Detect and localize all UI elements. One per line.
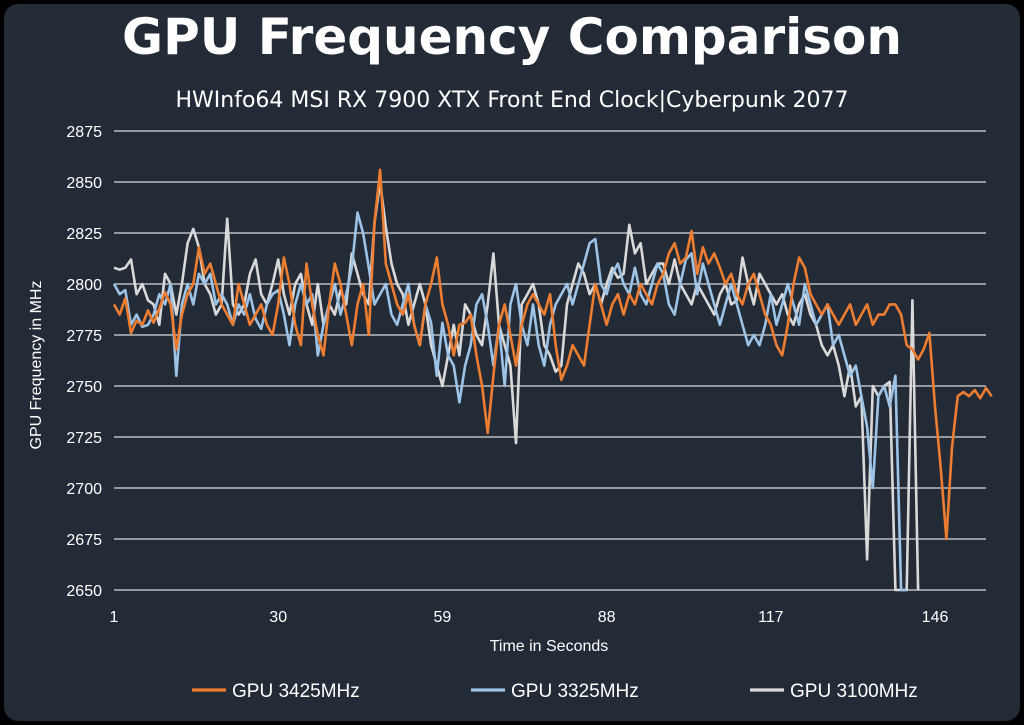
legend-label-3: GPU 3100MHz — [790, 681, 918, 702]
gridlines — [114, 130, 986, 591]
x-tick-label: 88 — [598, 609, 616, 626]
y-tick-label: 2850 — [66, 175, 102, 192]
x-tick-label: 146 — [922, 609, 949, 626]
chart-svg: 2650 2675 2700 2725 2750 2775 2800 2825 2850 2875… — [28, 124, 993, 702]
y-axis-label: GPU Frequency in MHz — [28, 281, 45, 450]
series-line-1 — [112, 168, 993, 541]
chart-title: GPU Frequency Comparison — [122, 8, 902, 66]
chart-subtitle: HWInfo64 MSI RX 7900 XTX Front End Clock… — [175, 88, 849, 113]
x-tick-label: 1 — [110, 609, 119, 626]
x-tick-label: 30 — [269, 609, 287, 626]
chart-frame: GPU Frequency Comparison HWInfo64 MSI RX… — [4, 4, 1020, 721]
y-tick-label: 2675 — [66, 532, 102, 549]
legend: GPU 3425MHz GPU 3325MHz GPU 3100MHz — [192, 681, 918, 702]
series-line-2 — [112, 211, 907, 592]
legend-label-1: GPU 3425MHz — [232, 681, 360, 702]
y-tick-label: 2875 — [66, 124, 102, 141]
x-tick-labels: 1 30 59 88 117 146 — [110, 609, 949, 626]
x-tick-label: 117 — [758, 609, 784, 626]
x-axis-label: Time in Seconds — [490, 638, 609, 655]
y-tick-label: 2725 — [66, 430, 102, 447]
series-lines — [112, 168, 993, 592]
y-tick-label: 2800 — [66, 277, 102, 294]
y-tick-label: 2775 — [66, 328, 102, 345]
y-tick-label: 2825 — [66, 226, 102, 243]
x-tick-label: 59 — [434, 609, 452, 626]
legend-label-2: GPU 3325MHz — [511, 681, 639, 702]
y-tick-labels: 2650 2675 2700 2725 2750 2775 2800 2825 2850 2875 — [66, 124, 102, 600]
y-tick-label: 2700 — [66, 481, 102, 498]
y-tick-label: 2650 — [66, 583, 102, 600]
y-tick-label: 2750 — [66, 379, 102, 396]
